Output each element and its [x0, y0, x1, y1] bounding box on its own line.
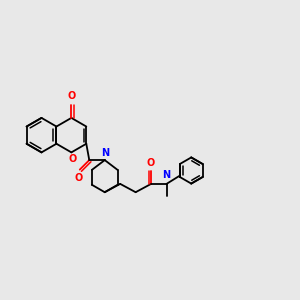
Text: O: O: [74, 172, 82, 183]
Text: O: O: [69, 154, 77, 164]
Text: N: N: [163, 170, 171, 180]
Text: N: N: [101, 148, 110, 158]
Text: O: O: [67, 91, 76, 101]
Text: O: O: [147, 158, 155, 168]
